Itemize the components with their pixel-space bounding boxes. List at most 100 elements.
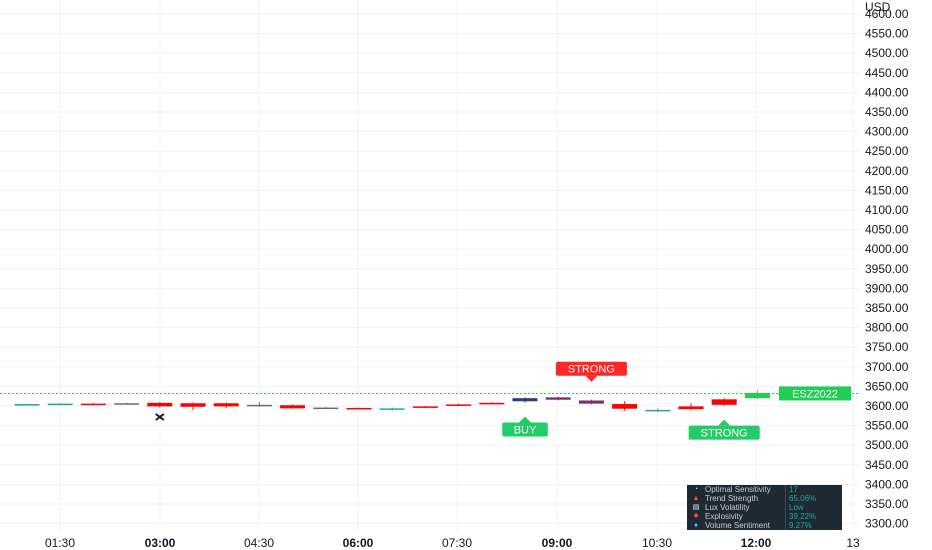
cross-marker [155, 413, 165, 421]
panel-value: 65.06% [785, 494, 841, 503]
y-tick-label: 4150.00 [865, 183, 909, 197]
panel-value: 17 [785, 485, 841, 494]
y-tick-label: 3700.00 [865, 360, 909, 374]
x-tick-label: 03:00 [145, 536, 176, 550]
x-tick-label: 13 [846, 536, 860, 550]
candle [744, 390, 770, 399]
symbol-badge-text: ESZ2022 [792, 388, 838, 400]
candle [114, 402, 140, 405]
signal-label-arrow [519, 416, 531, 423]
y-tick-label: 4250.00 [865, 144, 909, 158]
y-tick-label: 4500.00 [865, 46, 909, 60]
candle [47, 403, 73, 406]
candle [180, 402, 206, 410]
y-tick-label: 4200.00 [865, 164, 909, 178]
candle-body [180, 403, 206, 407]
y-tick-label: 3500.00 [865, 438, 909, 452]
candle-body [14, 404, 40, 406]
x-tick-label: 01:30 [45, 536, 75, 550]
x-tick-label: 04:30 [244, 536, 274, 550]
panel-row-explosivity: ✸ Explosivity 39.22% [687, 512, 842, 521]
candle [379, 407, 405, 411]
candle-body [147, 402, 173, 407]
y-tick-label: 4300.00 [865, 125, 909, 139]
panel-value: Low [785, 503, 841, 512]
y-tick-label: 3950.00 [865, 262, 909, 276]
x-tick-label: 07:30 [442, 536, 472, 550]
y-tick-label: 4550.00 [865, 27, 909, 41]
candle [147, 402, 173, 408]
symbol-badge [779, 386, 851, 401]
candle-body [446, 404, 472, 406]
signal-label-text: STRONG [568, 364, 615, 376]
candle-body [346, 407, 372, 410]
y-tick-label: 3900.00 [865, 281, 909, 295]
x-tick-label: 09:00 [542, 536, 573, 550]
panel-value: 39.22% [785, 512, 841, 521]
panel-row-sensitivity: ◔ Optimal Sensitivity 17 [687, 485, 842, 494]
candle [213, 402, 239, 409]
y-tick-label: 3300.00 [865, 517, 909, 531]
panel-label: Optimal Sensitivity [705, 485, 771, 494]
explosion-icon: ✸ [693, 513, 699, 520]
signal-label-text: STRONG [701, 428, 748, 440]
y-tick-label: 3750.00 [865, 340, 909, 354]
candle-body [47, 403, 73, 406]
candle-body [578, 400, 604, 404]
signal-label-text: BUY [514, 424, 537, 436]
candle-body [645, 409, 671, 412]
y-tick-label: 4400.00 [865, 85, 909, 99]
y-tick-label: 4050.00 [865, 223, 909, 237]
candle-body [479, 402, 505, 405]
candle [545, 396, 571, 401]
candle [479, 402, 505, 405]
candle [612, 401, 638, 411]
panel-row-trend-strength: ▲ Trend Strength 65.06% [687, 494, 842, 503]
currency-label: USD [865, 0, 891, 14]
y-tick-label: 3800.00 [865, 321, 909, 335]
candle-body [213, 403, 239, 407]
candle-body [114, 403, 140, 405]
signal-label-box [555, 361, 627, 376]
x-tick-label: 06:00 [343, 536, 374, 550]
indicator-panel: ◔ Optimal Sensitivity 17 ▲ Trend Strengt… [687, 485, 842, 530]
candle-body [313, 407, 339, 410]
y-tick-label: 3450.00 [865, 458, 909, 472]
signal-label-box [502, 422, 548, 437]
y-tick-label: 3550.00 [865, 419, 909, 433]
drop-icon: ● [693, 522, 699, 529]
y-tick-label: 4600.00 [865, 7, 909, 21]
panel-label: Lux Volatility [705, 503, 750, 512]
panel-value: 9.27% [785, 521, 841, 530]
candle-body [711, 399, 737, 405]
panel-row-volatility: ▤ Lux Volatility Low [687, 503, 842, 512]
candle-body [412, 406, 438, 408]
candle-body [246, 404, 272, 407]
candle [246, 402, 272, 407]
candle [578, 399, 604, 405]
candle-body [612, 404, 638, 409]
candle [280, 404, 306, 409]
candle-body [678, 406, 704, 410]
y-tick-label: 3400.00 [865, 477, 909, 491]
y-tick-label: 4000.00 [865, 242, 909, 256]
candle-body [80, 403, 106, 406]
candle [512, 397, 538, 403]
gauge-icon: ◔ [693, 486, 699, 493]
candle [313, 407, 339, 410]
candle [446, 403, 472, 406]
candle-body [379, 408, 405, 410]
y-tick-label: 4100.00 [865, 203, 909, 217]
panel-row-volume-sentiment: ● Volume Sentiment 9.27% [687, 521, 842, 530]
y-tick-label: 3600.00 [865, 399, 909, 413]
panel-label: Volume Sentiment [705, 521, 770, 530]
candle-body [744, 393, 770, 399]
candle [346, 407, 372, 410]
y-tick-label: 3650.00 [865, 379, 909, 393]
y-tick-label: 4350.00 [865, 105, 909, 119]
x-tick-label: 10:30 [642, 536, 672, 550]
chart-icon: ▤ [692, 504, 700, 511]
signal-label-box [688, 425, 760, 440]
candle-body [545, 397, 571, 400]
